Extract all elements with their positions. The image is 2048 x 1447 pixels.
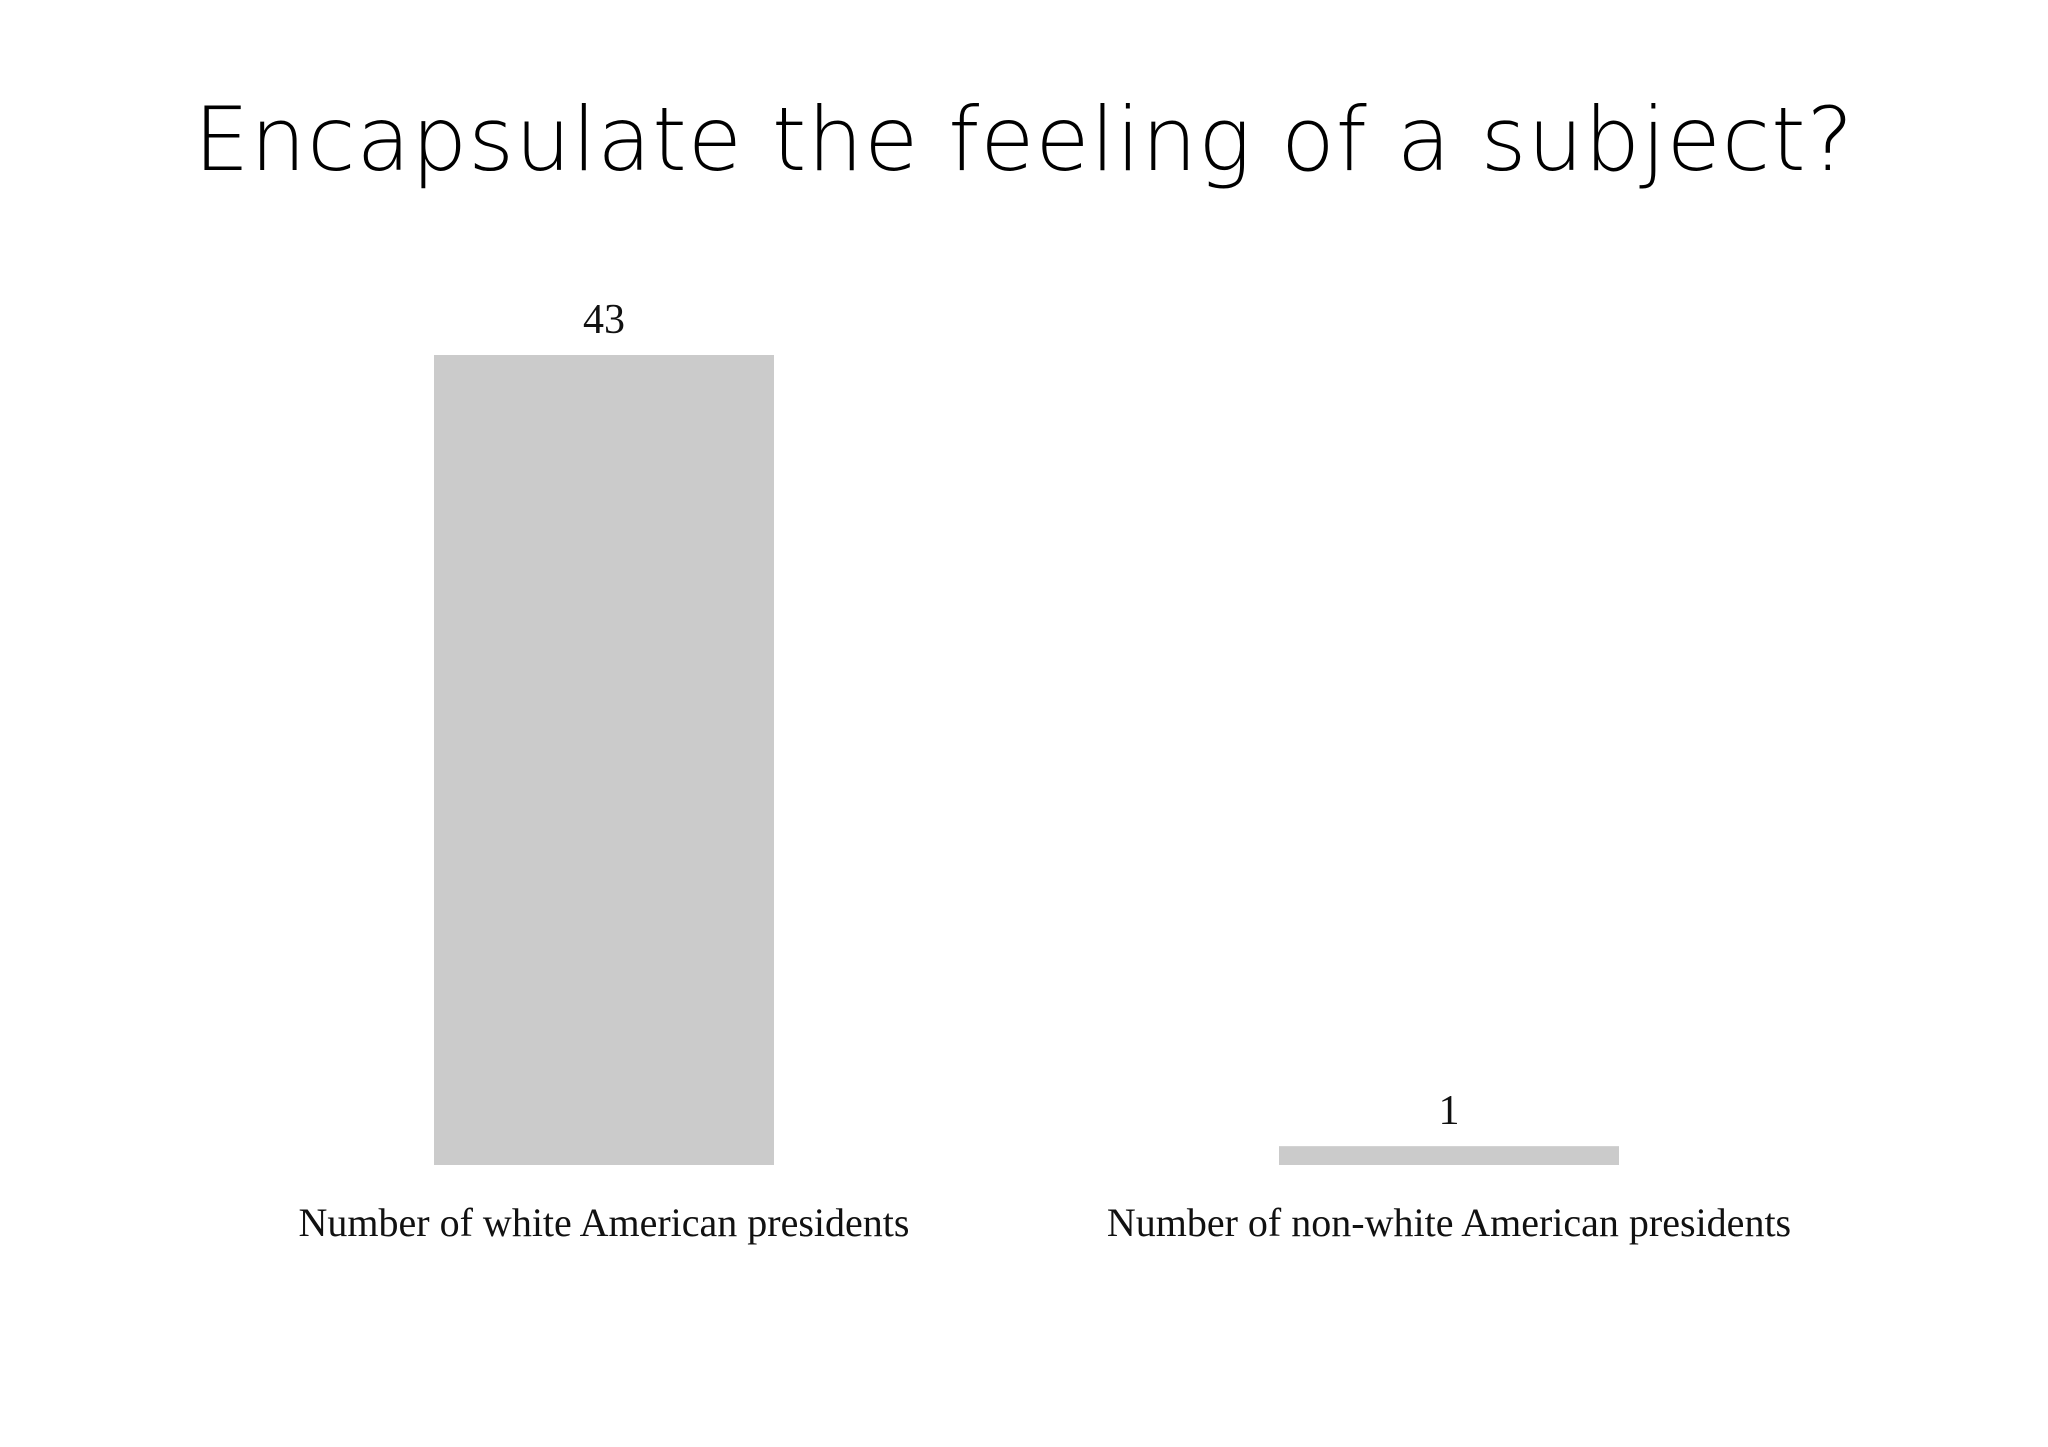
bar-value-label-2: 1	[1439, 1088, 1460, 1134]
chart-title: Encapsulate the feeling of a subject?	[193, 88, 1855, 191]
category-label-1: Number of white American presidents	[299, 1200, 910, 1245]
category-label-2: Number of non-white American presidents	[1107, 1200, 1791, 1245]
bar-value-label-1: 43	[583, 297, 625, 343]
bar-2	[1279, 1146, 1619, 1165]
bar-1	[434, 355, 774, 1165]
